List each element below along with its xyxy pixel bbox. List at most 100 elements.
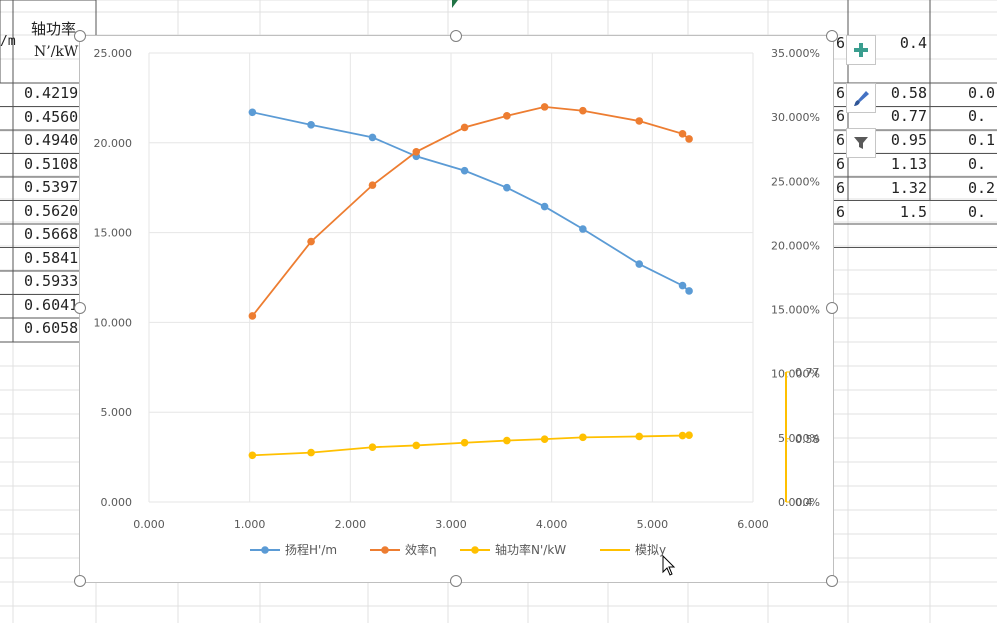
right-col-a-cell[interactable]: 6 (836, 34, 846, 52)
data-point[interactable] (307, 448, 315, 457)
data-point[interactable] (460, 438, 469, 447)
data-point[interactable] (412, 441, 421, 450)
resize-handle-top-right[interactable] (826, 30, 838, 42)
resize-handle-right[interactable] (826, 302, 838, 314)
y-left-tick-label: 25.000 (94, 47, 133, 60)
right-col-a-cell[interactable]: 6 (836, 179, 846, 197)
series-line[interactable] (252, 434, 690, 457)
data-point[interactable] (635, 117, 644, 125)
data-point[interactable] (685, 287, 693, 295)
chart-elements-button[interactable] (846, 35, 876, 65)
data-point[interactable] (503, 436, 511, 445)
resize-handle-bottom-right[interactable] (826, 575, 838, 587)
right-col-c-cell[interactable]: 0.0 (968, 84, 996, 102)
resize-handle-bottom-left[interactable] (74, 575, 86, 587)
y-right-tick-label: 30.000% (771, 111, 820, 124)
data-point[interactable] (412, 147, 421, 156)
data-point[interactable] (685, 135, 693, 143)
right-col-a-cell[interactable]: 6 (836, 84, 846, 102)
right-col-a-cell[interactable]: 6 (836, 155, 846, 173)
y-secondary-tick-label: 0.58 (795, 433, 820, 446)
resize-handle-top-left[interactable] (74, 30, 86, 42)
resize-handle-left[interactable] (74, 302, 86, 314)
right-col-b-cell[interactable]: 0.58 (890, 84, 927, 102)
y-right-tick-label: 5.000% (778, 432, 820, 445)
legend-entry[interactable]: 效率η (405, 542, 437, 557)
right-col-b-cell[interactable]: 1.5 (899, 203, 927, 221)
data-point[interactable] (248, 108, 257, 117)
data-point[interactable] (685, 431, 693, 439)
y-right-tick-label: 0.000% (778, 496, 820, 509)
shaft-power-cell[interactable]: 0.5933 (24, 272, 79, 290)
shaft-power-cell[interactable]: 0.4940 (24, 131, 79, 149)
series-line[interactable] (251, 105, 690, 317)
chart-area[interactable]: 0.000 5.000 10.000 15.000 20.000 25.000 0.000 1… (79, 35, 834, 583)
resize-handle-top[interactable] (450, 30, 462, 42)
data-point[interactable] (635, 260, 644, 268)
data-point[interactable] (307, 237, 315, 246)
right-col-b-cell[interactable]: 1.32 (890, 179, 927, 197)
right-col-c-cell[interactable]: 0. (968, 203, 987, 221)
legend-entry[interactable]: 扬程H'/m (285, 542, 337, 557)
data-point[interactable] (635, 432, 644, 441)
mouse-pointer-icon (662, 555, 676, 576)
x-tick-label: 4.000 (536, 518, 568, 531)
right-col-a-cell[interactable]: 6 (836, 107, 846, 125)
right-col-b-cell[interactable]: 0.4 (899, 34, 927, 52)
data-point[interactable] (368, 443, 377, 452)
data-point[interactable] (540, 202, 549, 211)
data-point[interactable] (307, 121, 315, 129)
data-point[interactable] (248, 451, 257, 460)
data-point[interactable] (678, 281, 687, 290)
right-col-c-cell[interactable]: 0. (968, 107, 987, 125)
funnel-icon (854, 137, 868, 149)
data-point[interactable] (579, 106, 587, 115)
data-point[interactable] (368, 133, 377, 142)
right-col-c-cell[interactable]: 0. (968, 155, 987, 173)
shaft-power-cell[interactable]: 0.5397 (24, 178, 79, 196)
right-col-a-cell[interactable]: 6 (836, 131, 846, 149)
right-col-b-cell[interactable]: 0.77 (890, 107, 927, 125)
data-point[interactable] (678, 130, 687, 138)
legend-entry[interactable]: 模拟y (635, 543, 666, 557)
shaft-power-cell[interactable]: 0.4560 (24, 107, 79, 126)
shaft-power-cell[interactable]: 0.5620 (24, 201, 79, 220)
shaft-power-cell[interactable]: 0.5108 (24, 154, 79, 173)
legend-swatch-marker (381, 546, 389, 554)
data-point[interactable] (368, 181, 377, 189)
shaft-power-cell[interactable]: 0.5668 (24, 225, 79, 243)
data-point[interactable] (579, 225, 587, 233)
y-left-tick-label: 10.000 (94, 316, 133, 329)
series-line[interactable] (252, 111, 690, 292)
chart-styles-button[interactable] (846, 83, 876, 113)
legend-swatch-marker (471, 546, 479, 554)
data-point[interactable] (503, 112, 511, 120)
data-point[interactable] (248, 312, 257, 320)
shaft-power-cell[interactable]: 0.5841 (24, 248, 79, 267)
right-col-b-cell[interactable]: 0.95 (890, 131, 927, 149)
resize-handle-bottom[interactable] (450, 575, 462, 587)
data-point[interactable] (579, 433, 587, 442)
legend-entry[interactable]: 轴功率N'/kW (495, 542, 566, 557)
column-header-shaft-power-unit: N’/kW (34, 44, 79, 60)
data-point[interactable] (503, 183, 511, 192)
data-point[interactable] (460, 166, 469, 175)
data-point[interactable] (540, 103, 549, 111)
data-point[interactable] (678, 431, 687, 440)
data-point[interactable] (540, 435, 549, 443)
right-col-b-cell[interactable]: 1.13 (890, 155, 927, 173)
shaft-power-cell[interactable]: 0.6058 (24, 319, 79, 337)
chart-filters-button[interactable] (846, 128, 876, 158)
x-tick-label: 1.000 (234, 518, 266, 531)
right-col-a-cell[interactable]: 6 (836, 203, 846, 221)
shaft-power-cell[interactable]: 0.6041 (24, 295, 79, 314)
y-secondary-tick-label: 0.77 (795, 366, 820, 379)
data-point[interactable] (460, 123, 469, 132)
combo-chart[interactable]: 0.000 5.000 10.000 15.000 20.000 25.000 0.000 1… (80, 36, 833, 582)
right-col-c-cell[interactable]: 0.2 (968, 179, 996, 197)
shaft-power-cell[interactable]: 0.4219 (24, 84, 79, 102)
x-tick-label: 3.000 (435, 518, 467, 531)
right-col-c-cell[interactable]: 0.1 (968, 131, 996, 149)
x-tick-label: 0.000 (133, 518, 165, 531)
